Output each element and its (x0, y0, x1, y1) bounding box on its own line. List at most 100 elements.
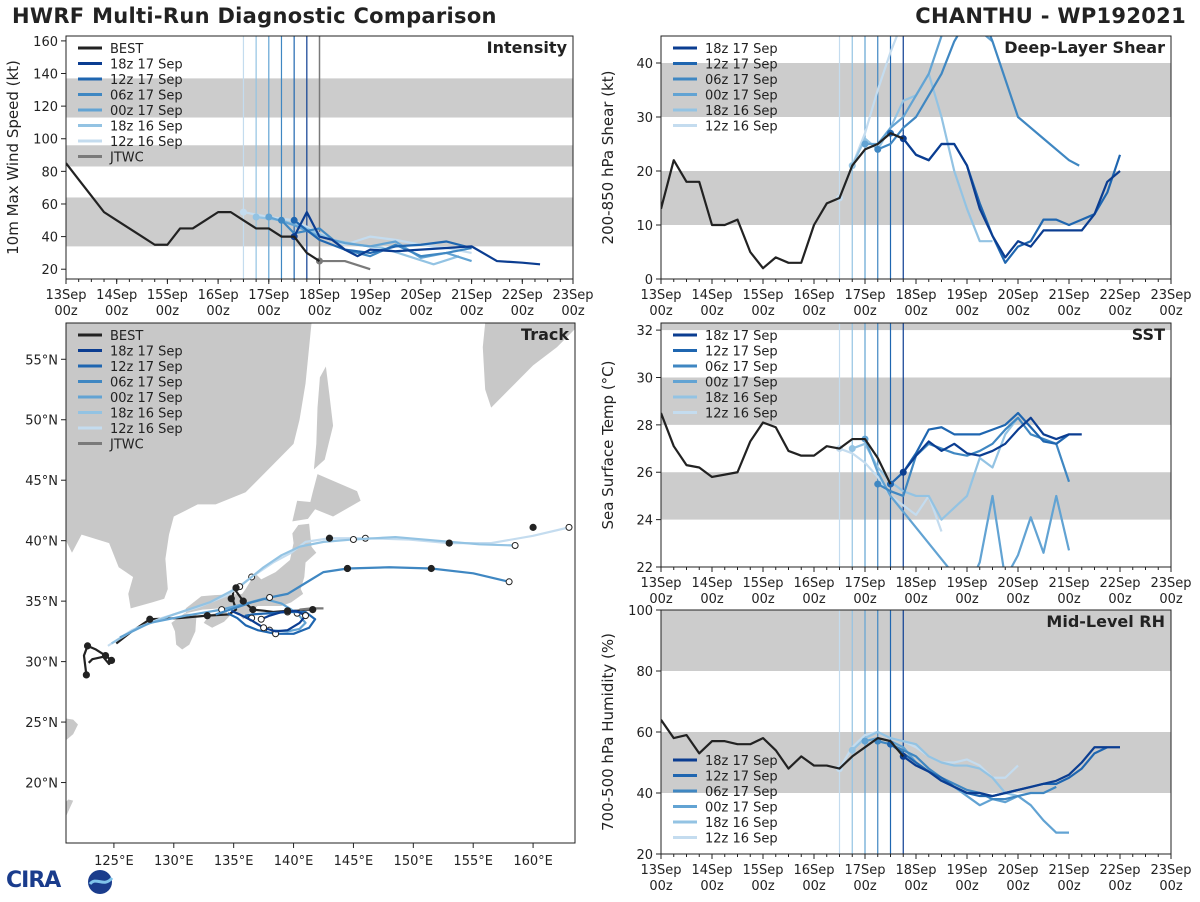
x-tick-label: 20Sep 00z (400, 288, 441, 319)
track-filled-marker (101, 651, 110, 660)
legend-label: JTWC (109, 438, 144, 453)
x-tick-label-line: 18Sep (299, 288, 340, 303)
x-tick-label-line: 19Sep (946, 288, 987, 303)
x-tick-label-line: 00z (955, 304, 979, 319)
x-tick-label-line: 14Sep (96, 288, 137, 303)
axes-frame (65, 322, 576, 844)
y-tick-label: 45°N (25, 474, 58, 489)
y-axis-label: 700-500 hPa Humidity (%) (599, 633, 617, 831)
x-tick-label-line: 13Sep (640, 576, 681, 591)
track-open-marker (511, 542, 519, 550)
x-tick-label: 19Sep 00z (946, 576, 987, 607)
x-tick-label-line: 00z (156, 304, 180, 319)
x-tick-label-line: 14Sep (691, 863, 732, 878)
x-tick-label: 155°E (453, 854, 493, 869)
legend-label: 12z 16 Sep (705, 120, 778, 135)
y-tick-label: 40 (636, 787, 653, 802)
track-line (227, 610, 317, 635)
series-line (863, 438, 1071, 567)
x-tick-label-line: 17Sep (844, 863, 885, 878)
x-tick-label-line: 00z (1006, 304, 1030, 319)
x-tick-label-line: 00z (1159, 879, 1183, 894)
x-tick-label-line: 16Sep (793, 288, 834, 303)
x-tick-label: 140°E (274, 854, 314, 869)
x-tick-label: 160°E (513, 854, 553, 869)
x-tick-label-line: 00z (257, 304, 281, 319)
x-tick-label: 17Sep 00z (844, 576, 885, 607)
x-tick-label: 130°E (154, 854, 194, 869)
x-tick-label: 16Sep 00z (793, 288, 834, 319)
track-open-marker (349, 535, 357, 543)
y-tick-label: 100 (33, 133, 58, 148)
track-open-marker (257, 615, 265, 623)
y-tick-label: 26 (636, 466, 653, 481)
y-tick-label: 28 (636, 419, 653, 434)
x-tick-label-line: 00z (751, 592, 775, 607)
series-line (293, 211, 541, 266)
legend-label: 18z 17 Sep (705, 42, 778, 57)
track-filled-marker (529, 523, 537, 531)
track-filled-marker (309, 606, 317, 614)
panel-title: SST (1132, 325, 1165, 344)
x-tick-label: 19Sep 00z (946, 288, 987, 319)
x-tick-label-line: 23Sep (1150, 863, 1191, 878)
x-tick-label: 23Sep 00z (1150, 288, 1191, 319)
legend-label: 18z 16 Sep (705, 816, 778, 831)
legend-label: 18z 17 Sep (705, 754, 778, 769)
legend-label: 12z 17 Sep (110, 73, 183, 88)
x-tick-label: 13Sep 00z (45, 288, 86, 319)
legend-label: 06z 17 Sep (705, 360, 778, 375)
track-open-marker (505, 578, 513, 586)
track-filled-marker (239, 597, 247, 605)
x-tick-label: 23Sep 00z (552, 288, 593, 319)
series-line (293, 219, 472, 255)
y-tick-label: 20 (636, 848, 653, 863)
x-tick-label-line: 18Sep (895, 288, 936, 303)
figure-title-left: HWRF Multi-Run Diagnostic Comparison (12, 4, 497, 28)
x-tick-label-line: 00z (1006, 879, 1030, 894)
x-tick-label-line: 16Sep (198, 288, 239, 303)
x-tick-label: 17Sep 00z (248, 288, 289, 319)
track-line (230, 609, 307, 633)
y-axis-label: 10m Max Wind Speed (kt) (4, 60, 22, 255)
x-tick-label-line: 14Sep (691, 576, 732, 591)
land-taiwan (66, 718, 78, 741)
track-line (82, 644, 113, 676)
series-line (902, 137, 1121, 259)
x-tick-label-line: 17Sep (248, 288, 289, 303)
y-tick-label: 10 (636, 219, 653, 234)
track-filled-marker (232, 584, 240, 592)
x-tick-label: 21Sep 00z (1048, 863, 1089, 894)
x-tick-label-line: 00z (853, 304, 877, 319)
x-tick-label-line: 00z (1057, 304, 1081, 319)
x-tick-label-line: 13Sep (45, 288, 86, 303)
x-tick-label: 125°E (94, 854, 134, 869)
track-filled-marker (227, 595, 235, 603)
y-tick-label: 30°N (25, 656, 58, 671)
x-tick-label: 20Sep 00z (997, 863, 1038, 894)
y-tick-label: 30 (636, 371, 653, 386)
land-hokkaido (292, 474, 361, 522)
x-tick-label: 21Sep 00z (1048, 288, 1089, 319)
x-tick-label-line: 00z (904, 304, 928, 319)
y-tick-label: 20 (636, 165, 653, 180)
land-sakhalin (313, 366, 334, 470)
y-tick-label: 55°N (25, 353, 58, 368)
series-start-marker (848, 746, 856, 754)
series-line (864, 736, 1069, 834)
y-tick-label: 40°N (25, 535, 58, 550)
tracks-group (82, 523, 573, 679)
x-tick-label: 19Sep 00z (350, 288, 391, 319)
land-kamchatka (482, 323, 575, 408)
series-line (877, 416, 1071, 498)
logo-swirl-icon (88, 876, 114, 886)
land-luzon (66, 799, 74, 817)
x-tick-label-line: 14Sep (691, 288, 732, 303)
track-filled-marker (107, 656, 116, 664)
x-tick-label-line: 15Sep (742, 288, 783, 303)
legend-label: 18z 16 Sep (705, 104, 778, 119)
y-tick-label: 30 (636, 111, 653, 126)
legend-label: 18z 17 Sep (110, 345, 183, 360)
